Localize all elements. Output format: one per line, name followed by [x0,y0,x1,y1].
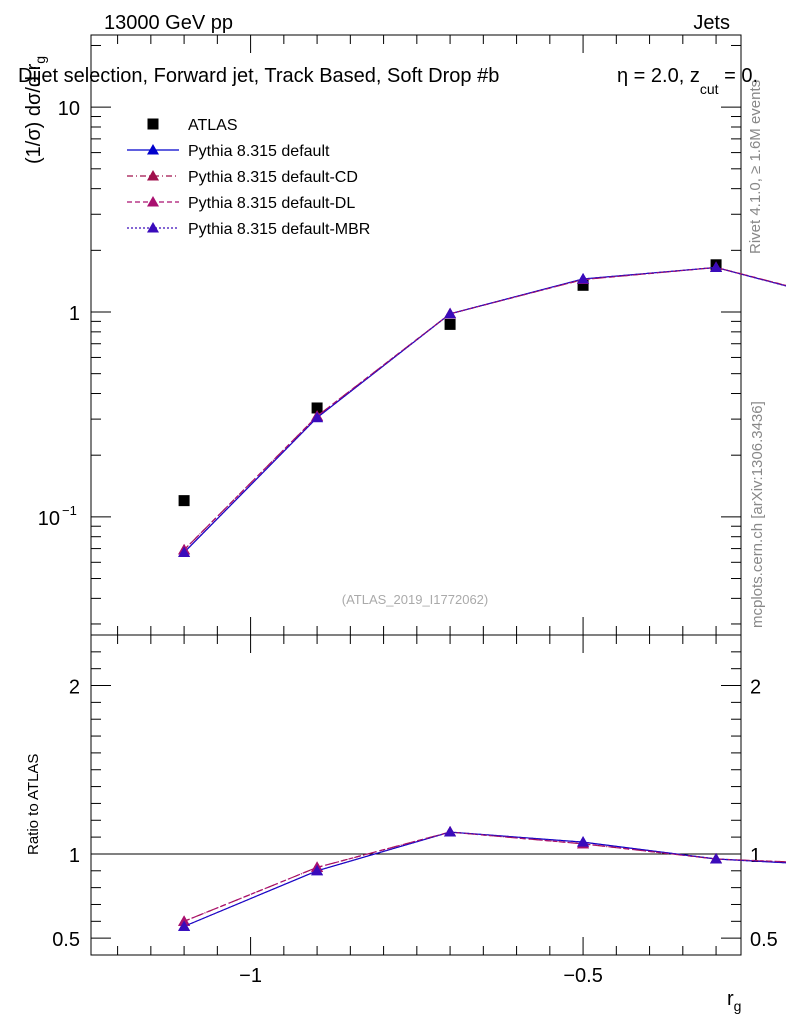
ratio-line [183,831,786,927]
ratio-marker [577,836,590,847]
legend-label: Pythia 8.315 default-CD [188,169,358,186]
selection-title: Dijet selection, Forward jet, Track Base… [18,65,499,87]
series-line [183,266,786,551]
data-point [444,318,456,330]
ratio-line [183,831,786,922]
ratio-plot-frame [90,634,742,956]
legend-label: ATLAS [188,117,238,134]
xlabel: rg [727,988,741,1014]
ratio-marker [444,826,457,837]
legend-marker [147,118,159,130]
x-tick-label: −1 [239,965,262,987]
mcplots-label: mcplots.cern.ch [arXiv:1306.3436] [749,401,766,628]
zcut-subscript: cut [700,81,719,97]
y-tick-label-right: 2 [750,677,761,699]
zcut-tail: = 0. [719,65,758,87]
ratio-series-pythia-8-315-default-cd [178,826,786,926]
ratio-series-pythia-8-315-default [178,826,786,931]
rivet-label: Rivet 4.1.0, ≥ 1.6M events [747,80,764,254]
ratio-series [178,826,786,931]
legend-marker [147,170,159,181]
ratio-series-pythia-8-315-default-dl [178,826,786,926]
ratio-ylabel: Ratio to ATLAS [25,754,42,855]
y-tick-label: 10 [38,508,60,530]
legend-entry: Pythia 8.315 default-MBR [127,221,370,238]
main-ylabel-text: (1/σ) dσ/d r [23,63,45,164]
legend-label: Pythia 8.315 default [188,143,330,160]
x-tick-label: −0.5 [563,965,602,987]
main-ylabel: (1/σ) dσ/d rg [23,56,48,164]
y-tick-label: 10 [58,98,80,120]
series-marker [577,272,590,284]
series-marker [178,546,191,557]
series-atlas [178,259,722,507]
y-tick-label-right: 1 [750,845,761,867]
xlabel-text: r [727,988,734,1010]
ratio-marker [311,864,324,876]
legend-entry: Pythia 8.315 default-CD [127,169,358,186]
ratio-line [183,831,786,922]
ratio-line [183,831,786,927]
series-pythia-8-315-default-mbr [178,261,786,557]
y-tick-label: 1 [69,845,80,867]
legend-label: Pythia 8.315 default-DL [188,195,355,212]
legend-marker [147,222,159,233]
series-line [183,266,786,553]
xlabel-sub: g [734,998,742,1014]
process-label: Jets [693,12,730,34]
analysis-watermark: (ATLAS_2019_I1772062) [342,592,488,607]
main-ylabel-sub: g [32,56,48,64]
ratio-marker [178,920,191,931]
data-point [311,402,323,414]
ratio-series-pythia-8-315-default-mbr [178,826,786,931]
series-marker [710,261,723,272]
y-tick-exponent: −1 [62,503,77,518]
data-point [577,279,589,291]
series-marker [311,411,324,423]
eta-zcut-label: η = 2.0, zcut = 0. [617,65,758,97]
series-line [183,266,786,553]
series-line [183,266,786,551]
series-marker [444,307,457,319]
legend-marker [147,144,159,155]
eta-label: η = 2.0, z [617,65,700,87]
legend-entry: Pythia 8.315 default [127,143,330,160]
ratio-marker [710,853,723,864]
legend-entry: ATLAS [147,117,238,134]
energy-label: 13000 GeV pp [104,12,233,34]
y-tick-label: 2 [69,677,80,699]
legend: ATLAS Pythia 8.315 default Pythia 8.315 de… [127,117,370,238]
series-pythia-8-315-default [178,261,786,557]
ratio-axes: −1 −0.5 0.5 0.5 1 1 2 2 [52,634,778,987]
y-tick-label: 0.5 [52,929,80,951]
main-series [178,259,786,557]
y-tick-label: 1 [69,303,80,325]
legend-marker [147,196,159,207]
legend-label: Pythia 8.315 default-MBR [188,221,370,238]
data-point [178,495,190,507]
legend-entry: Pythia 8.315 default-DL [127,195,355,212]
y-tick-label-right: 0.5 [750,929,778,951]
plot-title: Dijet selection, Forward jet, Track Base… [18,65,499,87]
